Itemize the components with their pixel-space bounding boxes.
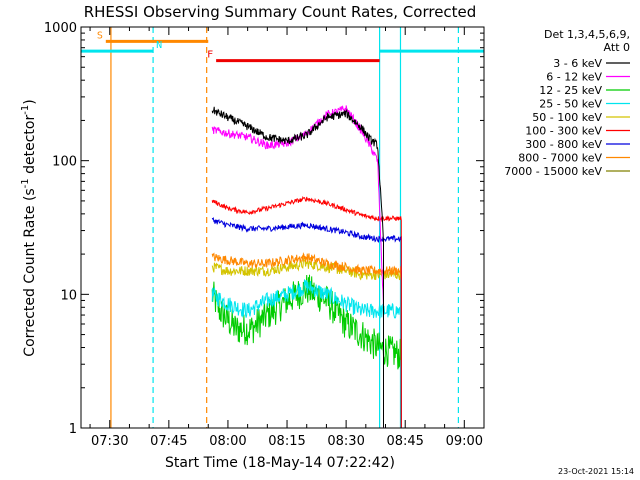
x-axis-label: Start Time (18-May-14 07:22:42) xyxy=(165,455,395,471)
y-axis: 1 10 100 1000 xyxy=(44,21,484,437)
y-tick-label: 1000 xyxy=(44,21,77,36)
x-tick-label: 08:30 xyxy=(327,434,364,449)
series-line-4 xyxy=(211,257,402,428)
legend-label: 100 - 300 keV xyxy=(525,125,602,138)
x-tick-label: 08:00 xyxy=(209,434,246,449)
state-bars-group: S N F xyxy=(81,30,484,63)
legend-header-attenuator: Att 0 xyxy=(604,41,630,54)
x-tick-label: 08:15 xyxy=(268,434,305,449)
legend-header-detectors: Det 1,3,4,5,6,9, xyxy=(544,28,630,41)
x-tick-label: 08:45 xyxy=(386,434,423,449)
legend-label: 800 - 7000 keV xyxy=(518,152,602,165)
y-tick-label: 1 xyxy=(69,422,77,437)
legend-label: 12 - 25 keV xyxy=(539,84,602,97)
state-boundary-lines xyxy=(110,27,459,428)
state-bar-label: F xyxy=(207,50,213,61)
chart-title: RHESSI Observing Summary Count Rates, Co… xyxy=(84,3,477,21)
x-tick-label: 09:00 xyxy=(446,434,483,449)
x-axis: 07:30 07:45 08:00 08:15 08:30 08:45 09:00 xyxy=(89,27,483,449)
plot-frame xyxy=(80,26,485,429)
x-tick-label: 07:45 xyxy=(150,434,187,449)
legend-label: 3 - 6 keV xyxy=(553,57,602,70)
legend-label: 300 - 800 keV xyxy=(525,138,602,151)
y-tick-label: 10 xyxy=(60,288,77,303)
legend-label: 25 - 50 keV xyxy=(539,98,602,111)
legend-label: 7000 - 15000 keV xyxy=(504,165,602,178)
series-line-3 xyxy=(211,279,402,428)
state-bar-label: N xyxy=(156,40,162,51)
series-line-5 xyxy=(211,196,402,428)
legend-label: 50 - 100 keV xyxy=(532,111,602,124)
series-line-7 xyxy=(211,252,402,428)
legend-label: 6 - 12 keV xyxy=(546,71,602,84)
series-line-6 xyxy=(211,216,402,428)
series-group xyxy=(211,104,402,428)
y-tick-label: 100 xyxy=(52,155,77,170)
series-line-0 xyxy=(211,106,384,428)
state-bar-label: S xyxy=(97,30,103,41)
footer-timestamp: 23-Oct-2021 15:14 xyxy=(558,467,634,476)
x-tick-label: 07:30 xyxy=(91,434,128,449)
y-axis-label: Corrected Count Rate (s-1 detector-1) xyxy=(20,99,38,356)
series-line-2 xyxy=(211,274,402,428)
